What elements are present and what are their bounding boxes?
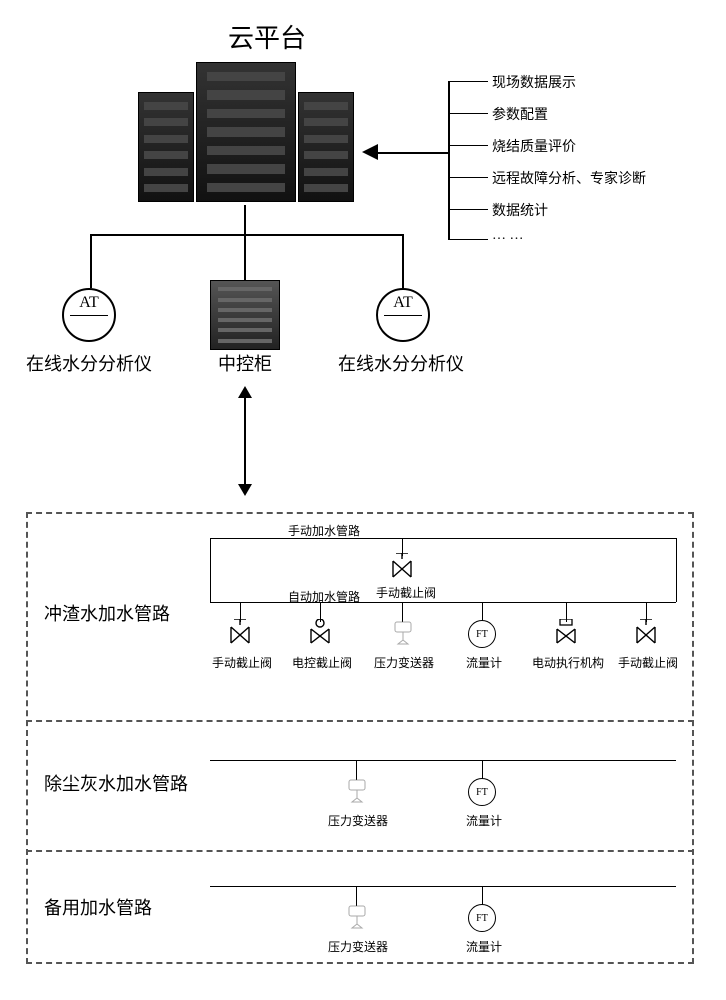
s3-flowmeter: FT xyxy=(468,904,496,932)
arrow-left-icon xyxy=(362,144,378,160)
s1-dev5-actuator xyxy=(556,622,576,642)
s1-dev3-label: 压力变送器 xyxy=(374,654,434,671)
pipeline-sep-1 xyxy=(26,720,694,722)
s1-dev6-manual-valve xyxy=(636,622,656,642)
s3-dev1-label: 压力变送器 xyxy=(328,938,388,955)
server-rack-left xyxy=(138,92,194,202)
s1-dev1-manual-valve xyxy=(230,622,250,642)
s1-dev6-label: 手动截止阀 xyxy=(618,654,678,671)
s3-pressure-transmitter xyxy=(346,904,368,932)
s2-dev1-label: 压力变送器 xyxy=(328,812,388,829)
s1-dev4-label: 流量计 xyxy=(466,654,502,671)
s1-auto-line xyxy=(210,602,676,603)
section1-title: 冲渣水加水管路 xyxy=(44,600,170,626)
page-title: 云平台 xyxy=(228,18,306,55)
s1-left-riser xyxy=(210,538,211,602)
func-item-5: … … xyxy=(492,228,524,244)
s1-dev4-flowmeter: FT xyxy=(468,620,496,648)
bus-drop-right xyxy=(402,234,404,288)
func-item-1: 参数配置 xyxy=(492,104,548,124)
server-rack-right xyxy=(298,92,354,202)
s1-dev3-pressure-transmitter xyxy=(392,620,414,648)
control-cabinet xyxy=(210,280,280,350)
s2-line xyxy=(210,760,676,761)
func-to-cloud-line xyxy=(378,152,448,154)
s1-manual-line xyxy=(210,538,676,539)
s3-dev2-label: 流量计 xyxy=(466,938,502,955)
s2-dev2-label: 流量计 xyxy=(466,812,502,829)
server-rack-main xyxy=(196,62,296,202)
at-left-label: 在线水分分析仪 xyxy=(26,350,152,376)
at-right-symbol: AT xyxy=(378,294,428,312)
func-item-3: 远程故障分析、专家诊断 xyxy=(492,168,646,188)
s2-flowmeter: FT xyxy=(468,778,496,806)
section2-title: 除尘灰水加水管路 xyxy=(44,770,188,796)
func-item-2: 烧结质量评价 xyxy=(492,136,576,156)
middle-bus-line xyxy=(90,234,404,236)
control-cabinet-label: 中控柜 xyxy=(218,350,272,376)
func-item-0: 现场数据展示 xyxy=(492,72,576,92)
s3-line xyxy=(210,886,676,887)
s1-dev2-elec-valve xyxy=(310,622,330,642)
func-item-4: 数据统计 xyxy=(492,200,548,220)
s1-dev2-label: 电控截止阀 xyxy=(292,654,352,671)
s1-dev5-label: 电动执行机构 xyxy=(532,654,604,671)
pipeline-sep-2 xyxy=(26,850,694,852)
cloud-server-cluster xyxy=(136,62,356,202)
manual-valve-top xyxy=(392,556,412,576)
bus-drop-left xyxy=(90,234,92,288)
s1-top-valve-label: 手动截止阀 xyxy=(376,584,436,601)
s2-pressure-transmitter xyxy=(346,778,368,806)
s1-right-riser xyxy=(676,538,677,602)
at-analyzer-right: AT xyxy=(376,288,430,342)
at-left-symbol: AT xyxy=(64,294,114,312)
bus-drop-center xyxy=(244,234,246,280)
section3-title: 备用加水管路 xyxy=(44,894,152,920)
at-right-label: 在线水分分析仪 xyxy=(338,350,464,376)
controller-pipeline-link xyxy=(244,396,246,486)
cloud-down-stub xyxy=(244,205,246,235)
at-analyzer-left: AT xyxy=(62,288,116,342)
s1-dev1-label: 手动截止阀 xyxy=(212,654,272,671)
manual-line-label: 手动加水管路 xyxy=(288,522,360,539)
